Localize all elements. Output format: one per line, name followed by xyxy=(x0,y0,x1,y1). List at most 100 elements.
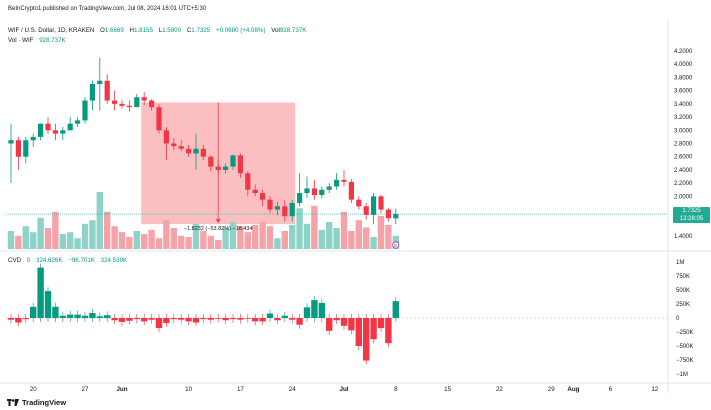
last-price-label: 1.7325 13:28:05 xyxy=(673,207,710,223)
candle-body xyxy=(178,146,184,149)
cvd-value-2: −96.701K xyxy=(68,257,95,264)
candle-body xyxy=(82,100,88,121)
candle-body xyxy=(260,193,266,200)
price-tick-label: 3.4000 xyxy=(674,102,693,108)
candle-body xyxy=(274,206,280,210)
price-tick-label: 2.0000 xyxy=(674,194,693,200)
candle-body xyxy=(67,123,73,131)
low-value: 1.5800 xyxy=(162,27,182,34)
candle-body xyxy=(186,148,192,154)
symbol-name: WIF / U.S. Dollar, 1D, KRAKEN xyxy=(8,27,95,34)
candle-body xyxy=(326,186,332,190)
candle-body xyxy=(89,84,95,101)
time-tick-label: 24 xyxy=(289,386,296,393)
open-value: 1.6669 xyxy=(104,27,124,34)
close-value: 1.7325 xyxy=(191,27,211,34)
candle-body xyxy=(45,123,51,131)
price-tick-label: 2.8000 xyxy=(674,142,693,148)
cvd-tick-label: 500K xyxy=(676,288,690,294)
volume-bar xyxy=(244,232,251,249)
candle-body xyxy=(193,148,199,154)
time-tick-label: Jun xyxy=(116,386,127,393)
candle-body xyxy=(112,100,118,104)
volume-bar xyxy=(281,231,288,249)
candle-body xyxy=(341,179,347,182)
volume-bar xyxy=(141,234,148,249)
volume-bar xyxy=(370,237,377,249)
volume-bar xyxy=(229,222,237,249)
candle-body xyxy=(297,193,303,203)
candle-body xyxy=(23,140,29,157)
volume-bar xyxy=(355,220,362,249)
volume-bar xyxy=(289,225,296,249)
volume-bar xyxy=(296,208,303,249)
vol-value: 928.737K xyxy=(279,27,307,34)
volume-bar xyxy=(348,231,355,249)
time-tick-label: 17 xyxy=(237,386,244,393)
time-tick-label: 6 xyxy=(609,386,613,393)
volume-bar xyxy=(170,228,177,249)
candle-body xyxy=(75,120,81,124)
candle-body xyxy=(237,155,243,174)
volume-bar xyxy=(15,235,22,249)
bar-countdown: 13:28:05 xyxy=(679,216,704,222)
volume-bar xyxy=(311,205,318,249)
volume-bar xyxy=(192,223,200,249)
volume-bar xyxy=(59,234,66,249)
volume-bar xyxy=(200,231,207,249)
volume-bar xyxy=(385,225,392,249)
high-value: 1.8155 xyxy=(134,27,153,34)
cvd-tick-label: −750K xyxy=(676,358,694,364)
candle-body xyxy=(385,209,391,219)
volume-bar xyxy=(163,220,170,249)
candle-body xyxy=(60,130,66,134)
candle-body xyxy=(163,130,169,144)
cvd-value-3: 324.539K xyxy=(100,257,128,264)
volume-bar xyxy=(215,240,222,249)
volume-bar xyxy=(326,222,333,249)
cvd-tick-label: 1M xyxy=(676,260,684,266)
cvd-value-1: 324.626K xyxy=(36,257,63,264)
symbol-legend: WIF / U.S. Dollar, 1D, KRAKEN O1.6669 H1… xyxy=(8,27,306,34)
measure-arrow-head xyxy=(215,219,221,224)
volume-bar xyxy=(266,226,274,249)
candle-body xyxy=(52,130,58,134)
change-value: +0.0680 (+4.08%) xyxy=(215,27,266,34)
volume-bar xyxy=(111,226,118,249)
brand-name: TradingView xyxy=(22,398,67,407)
volume-legend: Vol · WIF 928.737K xyxy=(8,37,66,44)
volume-bar xyxy=(37,217,44,249)
cvd-legend: CVD 0 324.626K −96.701K 324.539K xyxy=(8,257,127,264)
candle-body xyxy=(230,155,236,167)
time-tick-label: 15 xyxy=(444,386,451,393)
cvd-tick-label: 750K xyxy=(676,274,690,280)
candle-body xyxy=(104,80,110,101)
time-tick-label: Aug xyxy=(567,386,579,393)
candle-body xyxy=(200,148,206,157)
high-label: H xyxy=(129,27,135,34)
price-tick-label: 3.6000 xyxy=(674,89,693,95)
volume-bar xyxy=(333,228,340,249)
price-tick-label: 3.0000 xyxy=(674,128,693,134)
volume-bar xyxy=(377,216,385,249)
time-tick-label: 22 xyxy=(496,386,503,393)
volume-bar xyxy=(22,226,29,249)
candle-body xyxy=(371,196,377,215)
volume-series-value: 928.737K xyxy=(39,37,66,44)
volume-bar xyxy=(222,228,229,249)
time-tick-label: 10 xyxy=(185,386,192,393)
volume-bar xyxy=(7,231,15,249)
candle-body xyxy=(319,189,325,196)
cvd-value-0: 0 xyxy=(26,257,31,264)
candle-body xyxy=(126,105,132,108)
time-tick-label: 29 xyxy=(548,386,555,393)
volume-bar xyxy=(81,223,89,249)
volume-bar xyxy=(303,223,311,249)
candle-body xyxy=(282,206,288,217)
volume-bar xyxy=(30,232,37,249)
low-label: L xyxy=(158,27,163,34)
cvd-tick-label: 250K xyxy=(676,302,690,308)
volume-bar xyxy=(178,235,185,249)
volume-bar xyxy=(118,232,126,249)
